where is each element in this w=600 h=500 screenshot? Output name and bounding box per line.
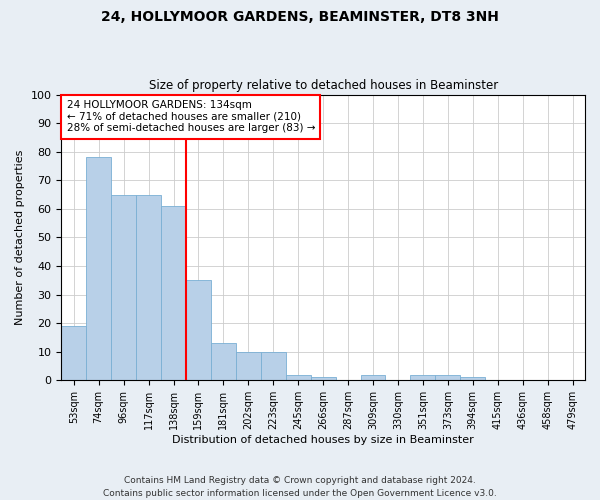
Bar: [261, 352, 286, 380]
Bar: [111, 194, 136, 380]
Bar: [61, 326, 86, 380]
Bar: [161, 206, 186, 380]
Bar: [436, 374, 460, 380]
Y-axis label: Number of detached properties: Number of detached properties: [15, 150, 25, 325]
X-axis label: Distribution of detached houses by size in Beaminster: Distribution of detached houses by size …: [172, 435, 474, 445]
Bar: [410, 374, 436, 380]
Bar: [136, 194, 161, 380]
Bar: [236, 352, 261, 380]
Bar: [361, 374, 385, 380]
Bar: [286, 374, 311, 380]
Bar: [460, 378, 485, 380]
Text: Contains HM Land Registry data © Crown copyright and database right 2024.
Contai: Contains HM Land Registry data © Crown c…: [103, 476, 497, 498]
Bar: [311, 378, 335, 380]
Bar: [211, 343, 236, 380]
Text: 24 HOLLYMOOR GARDENS: 134sqm
← 71% of detached houses are smaller (210)
28% of s: 24 HOLLYMOOR GARDENS: 134sqm ← 71% of de…: [67, 100, 315, 134]
Bar: [186, 280, 211, 380]
Title: Size of property relative to detached houses in Beaminster: Size of property relative to detached ho…: [149, 79, 498, 92]
Text: 24, HOLLYMOOR GARDENS, BEAMINSTER, DT8 3NH: 24, HOLLYMOOR GARDENS, BEAMINSTER, DT8 3…: [101, 10, 499, 24]
Bar: [86, 158, 111, 380]
